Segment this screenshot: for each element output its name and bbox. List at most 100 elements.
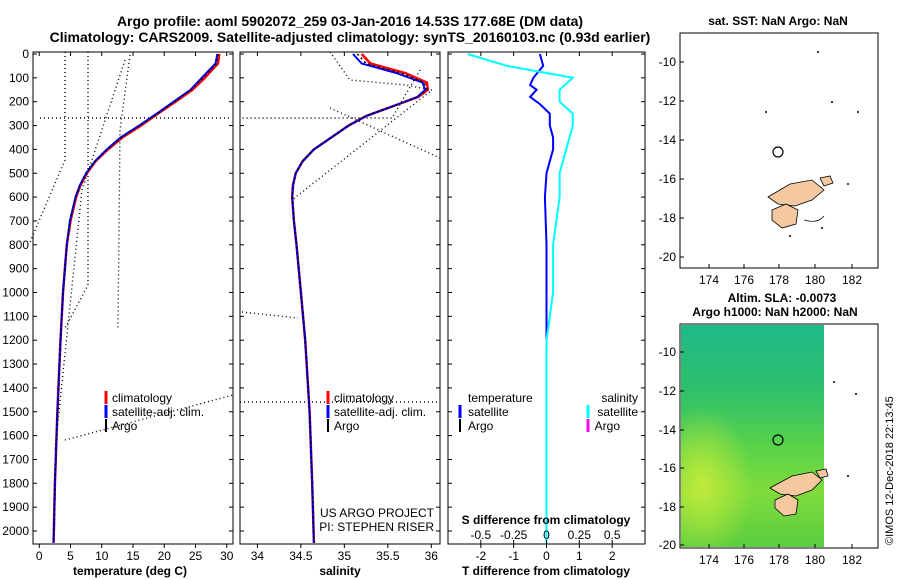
sla-map-ticks: 174 176 178 180 182 -10 -12 -14 -16 -18 -20 <box>659 345 863 567</box>
legend-label-satellite: satellite-adj. clim. <box>112 405 204 419</box>
map-y-tick-label: -12 <box>659 94 677 108</box>
sst-map-title: sat. SST: NaN Argo: NaN <box>708 14 848 28</box>
depth-tick-label: 400 <box>9 142 29 156</box>
s-difference-tick-label: -0.5 <box>470 528 491 542</box>
salinity-tick-label: 35 <box>338 549 352 563</box>
diff-legend-t-argo: Argo <box>468 419 494 433</box>
map-x-tick-label: 180 <box>805 273 825 287</box>
map-y-tick-label: -12 <box>659 384 677 398</box>
map-x-tick-label: 174 <box>699 553 719 567</box>
salinity-panel-frame <box>239 51 441 545</box>
map-y-tick-label: -10 <box>659 55 677 69</box>
temp-dotted-line-6 <box>64 394 234 441</box>
depth-tick-label: 1300 <box>2 357 29 371</box>
map-y-tick-label: -20 <box>659 250 677 264</box>
salinity-profiles <box>290 53 430 543</box>
depth-tick-label: 1100 <box>3 309 29 323</box>
sla-map: Altim. SLA: -0.0073 Argo h1000: NaN h200… <box>659 291 879 567</box>
map-y-tick-label: -18 <box>659 500 677 514</box>
temperature-tick-label: 30 <box>220 549 234 563</box>
t-difference-label: T difference from climatology <box>462 564 630 578</box>
legend-label-climatology: climatology <box>112 391 172 405</box>
argo-location-marker-bottom <box>772 434 784 446</box>
sla-map-land <box>769 381 857 517</box>
viti-levu-island-bottom <box>774 493 799 517</box>
difference-legend: temperature satellite Argo salinity sate… <box>458 391 638 433</box>
map-x-tick-label: 174 <box>699 273 719 287</box>
argo-location-marker-top <box>772 146 784 158</box>
legend-label-argo: Argo <box>112 419 138 433</box>
depth-tick-label: 1200 <box>2 333 29 347</box>
depth-tick-label: 1700 <box>2 452 29 466</box>
s-difference-tick-label: -0.25 <box>500 528 528 542</box>
sal-legend-label-argo: Argo <box>334 419 360 433</box>
temperature-tick-label: 25 <box>189 549 203 563</box>
imos-credit: ©IMOS 12-Dec-2018 22:13:45 <box>884 396 896 545</box>
sst-map-land <box>765 51 859 237</box>
islet-5 <box>789 235 791 237</box>
map-x-tick-label: 178 <box>769 273 789 287</box>
figure-title-line2: Climatology: CARS2009. Satellite-adjuste… <box>49 29 651 45</box>
map-y-tick-label: -14 <box>659 423 677 437</box>
islet-2 <box>765 111 767 113</box>
temperature-panel: 0 5 10 15 20 25 30 climatology satellite-adj. … <box>29 52 234 578</box>
diff-legend-s-argo: Argo <box>595 419 621 433</box>
sst-map: sat. SST: NaN Argo: NaN 174 176 178 180 182 -… <box>659 14 879 287</box>
salinity-panel: 34 34.5 35 35.5 36 climatology satellite-adj… <box>240 51 441 578</box>
map-x-tick-label: 178 <box>769 553 789 567</box>
depth-tick-label: 100 <box>9 71 29 85</box>
diff-legend-s-satellite: satellite <box>597 405 638 419</box>
sal-dotted-line-4 <box>241 311 299 319</box>
map-x-tick-label: 176 <box>734 553 754 567</box>
map-y-tick-label: -16 <box>659 461 677 475</box>
salinity-x-ticks: 34 34.5 35 35.5 36 <box>251 52 438 563</box>
difference-profiles <box>467 53 575 543</box>
difference-panel: -2 -1 0 1 2 temperature satellite Argo salin… <box>458 52 638 578</box>
sal-legend-label-climatology: climatology <box>334 391 394 405</box>
salinity-legend: climatology satellite-adj. clim. Argo <box>326 391 426 433</box>
temperature-x-ticks: 0 5 10 15 20 25 30 <box>36 52 234 563</box>
vanua-levu-island-bottom <box>769 471 823 497</box>
depth-tick-label: 700 <box>9 214 29 228</box>
islet-6 <box>847 183 849 185</box>
temperature-x-label: temperature (deg C) <box>73 564 187 578</box>
islet-3 <box>831 101 833 103</box>
difference-tick-label: 2 <box>609 549 616 563</box>
map-x-tick-label: 176 <box>734 273 754 287</box>
s-difference-tick-label: 0.25 <box>568 528 592 542</box>
depth-tick-label: 0 <box>22 47 29 61</box>
temperature-tick-label: 15 <box>126 549 140 563</box>
temp-dotted-line-1 <box>29 52 66 243</box>
series-t-satellite-line <box>528 53 555 543</box>
temperature-profiles <box>52 53 221 543</box>
taveuni-island-bottom <box>815 468 829 479</box>
depth-tick-label: 600 <box>9 190 29 204</box>
salinity-x-label: salinity <box>319 564 361 578</box>
temp-dotted-line-2 <box>63 52 89 331</box>
map-y-tick-label: -16 <box>659 172 677 186</box>
depth-tick-label: 500 <box>9 166 29 180</box>
islet-1 <box>817 51 819 53</box>
depth-tick-label: 2000 <box>2 524 29 538</box>
map-x-tick-label: 182 <box>842 553 862 567</box>
depth-tick-label: 1400 <box>2 381 29 395</box>
diff-legend-t-satellite: satellite <box>468 405 509 419</box>
temp-dotted-line-3 <box>117 54 131 331</box>
sla-high-anomaly <box>681 325 824 547</box>
series-s-satellite-line <box>467 53 575 543</box>
sst-map-ticks: 174 176 178 180 182 -10 -12 -14 -16 -18 -20 <box>659 55 863 287</box>
depth-tick-label: 1900 <box>2 500 29 514</box>
salinity-tick-label: 34 <box>251 549 265 563</box>
reef-outline <box>803 215 825 222</box>
sal-legend-label-satellite: satellite-adj. clim. <box>334 405 426 419</box>
difference-tick-label: 0 <box>543 549 550 563</box>
difference-x-ticks: -2 -1 0 1 2 <box>475 52 616 563</box>
sla-map-title-2: Argo h1000: NaN h2000: NaN <box>692 305 857 319</box>
salinity-tick-label: 35.5 <box>376 549 400 563</box>
depth-tick-label: 800 <box>9 238 29 252</box>
depth-tick-label: 1500 <box>2 405 29 419</box>
map-x-tick-label: 180 <box>805 553 825 567</box>
difference-tick-label: 1 <box>576 549 583 563</box>
islet-b2 <box>855 393 857 395</box>
